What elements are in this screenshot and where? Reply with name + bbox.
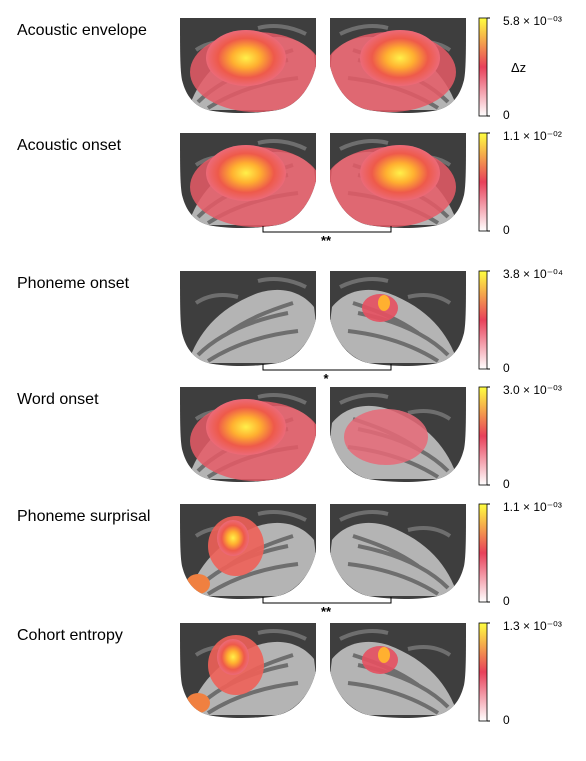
panel-title: Acoustic onset [17, 137, 122, 154]
left-hemisphere-map [178, 263, 318, 375]
figure-panel: Word onset 3.0 × 10⁻⁰³ 0 [0, 379, 586, 497]
significance-bracket [262, 226, 392, 233]
left-hemisphere-map [178, 379, 318, 491]
right-hemisphere-map [328, 125, 468, 237]
panel-title: Word onset [17, 391, 99, 408]
colorbar [478, 496, 490, 608]
panel-title: Cohort entropy [17, 627, 123, 644]
left-hemisphere-map [178, 125, 318, 237]
right-hemisphere-map [328, 496, 468, 608]
activation-peak [378, 647, 390, 663]
colorbar-min-label: 0 [503, 594, 510, 608]
panel-title: Phoneme surprisal [17, 508, 151, 525]
right-hemisphere-map [328, 379, 468, 491]
colorbar-max-label: 3.0 × 10⁻⁰³ [503, 383, 562, 397]
colorbar-title: Δz [511, 60, 527, 75]
significance-marker: ** [320, 233, 332, 248]
left-hemisphere-map [178, 615, 318, 727]
colorbar-min-label: 0 [503, 361, 510, 375]
colorbar [478, 379, 490, 491]
activation-peak [360, 30, 440, 86]
significance-marker: ** [320, 604, 332, 619]
activation-peak [360, 145, 440, 201]
activation-patch [186, 693, 210, 713]
significance-bracket [262, 597, 392, 604]
panel-title: Acoustic envelope [17, 22, 147, 39]
figure-panel: Acoustic envelope 5.8 × 10⁻⁰³ 0 Δz [0, 10, 586, 128]
colorbar-min-label: 0 [503, 108, 510, 122]
figure-panel: Cohort entropy 1.3 × 10⁻⁰³ 0 [0, 615, 586, 733]
activation-peak [217, 639, 249, 675]
left-hemisphere-map [178, 10, 318, 122]
colorbar [478, 263, 490, 375]
colorbar-min-label: 0 [503, 713, 510, 727]
panel-title: Phoneme onset [17, 275, 130, 292]
colorbar-max-label: 5.8 × 10⁻⁰³ [503, 14, 562, 28]
activation-peak [206, 145, 286, 201]
colorbar-max-label: 1.3 × 10⁻⁰³ [503, 619, 562, 633]
colorbar [478, 125, 490, 237]
colorbar-min-label: 0 [503, 223, 510, 237]
significance-marker: * [323, 371, 329, 386]
figure-panel: Acoustic onset 1.1 × 10⁻⁰² 0 ** [0, 125, 586, 248]
activation-peak [206, 399, 286, 455]
colorbar [478, 10, 490, 122]
activation-peak [206, 30, 286, 86]
activation-region [344, 409, 428, 465]
figure-panel: Phoneme onset 3.8 × 10⁻⁰⁴ 0 * [0, 263, 586, 386]
significance-bracket [262, 364, 392, 371]
colorbar-max-label: 1.1 × 10⁻⁰² [503, 129, 562, 143]
right-hemisphere-map [328, 263, 468, 375]
activation-patch [186, 574, 210, 594]
colorbar-max-label: 3.8 × 10⁻⁰⁴ [503, 267, 564, 281]
colorbar-max-label: 1.1 × 10⁻⁰³ [503, 500, 562, 514]
activation-peak [378, 295, 390, 311]
figure-panel: Phoneme surprisal 1.1 × 10⁻⁰³ 0 ** [0, 496, 586, 619]
right-hemisphere-map [328, 615, 468, 727]
activation-peak [217, 520, 249, 556]
colorbar [478, 615, 490, 727]
left-hemisphere-map [178, 496, 318, 608]
colorbar-min-label: 0 [503, 477, 510, 491]
right-hemisphere-map [328, 10, 468, 122]
